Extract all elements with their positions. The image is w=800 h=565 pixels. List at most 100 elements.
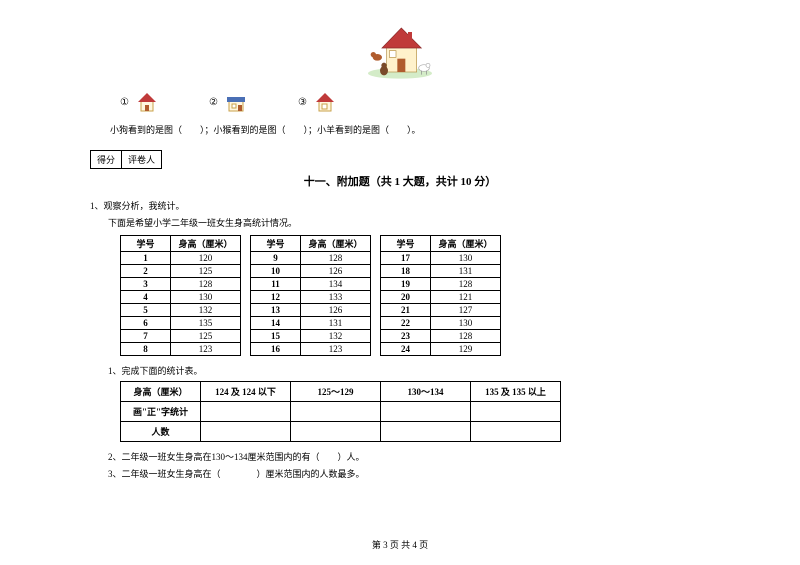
count-cell (381, 422, 471, 442)
id-cell: 3 (121, 278, 171, 291)
section-title: 十一、附加题（共 1 大题，共计 10 分） (90, 173, 710, 189)
id-cell: 11 (251, 278, 301, 291)
score-cell-score: 得分 (90, 150, 122, 169)
id-cell: 10 (251, 265, 301, 278)
id-cell: 21 (381, 304, 431, 317)
summary-col3: 130～134 (381, 382, 471, 402)
id-cell: 19 (381, 278, 431, 291)
height-cell: 132 (171, 304, 241, 317)
height-cell: 134 (301, 278, 371, 291)
tally-cell (201, 402, 291, 422)
height-cell: 123 (171, 343, 241, 356)
height-cell: 135 (171, 317, 241, 330)
house-scene-svg (360, 20, 440, 80)
table-row: 5132 13126 21127 (121, 304, 501, 317)
id-cell: 6 (121, 317, 171, 330)
height-cell: 128 (431, 278, 501, 291)
height-cell: 128 (171, 278, 241, 291)
option-2-label: ② (209, 97, 218, 108)
id-cell: 24 (381, 343, 431, 356)
id-cell: 1 (121, 252, 171, 265)
gap-cell (241, 252, 251, 265)
table-header-row: 学号 身高（厘米） 学号 身高（厘米） 学号 身高（厘米） (121, 236, 501, 252)
table-row: 21251012618131 (121, 265, 501, 278)
height-cell: 131 (431, 265, 501, 278)
gap-cell (241, 304, 251, 317)
gap-cell (241, 291, 251, 304)
option-1-label: ① (120, 97, 129, 108)
summary-row-heights: 身高（厘米） 124 及 124 以下 125～129 130～134 135 … (121, 382, 561, 402)
id-cell: 12 (251, 291, 301, 304)
height-cell: 131 (301, 317, 371, 330)
height-cell: 130 (171, 291, 241, 304)
th-id-1: 学号 (121, 236, 171, 252)
summary-table: 身高（厘米） 124 及 124 以下 125～129 130～134 135 … (120, 381, 561, 442)
id-cell: 14 (251, 317, 301, 330)
gap-cell (371, 317, 381, 330)
summary-row-count: 人数 (121, 422, 561, 442)
id-cell: 15 (251, 330, 301, 343)
option-2: ② (209, 91, 248, 113)
height-cell: 128 (301, 252, 371, 265)
tally-cell (291, 402, 381, 422)
table-row: 1120912817130 (121, 252, 501, 265)
subq-2: 2、二年级一班女生身高在130～134厘米范围内的有（ ）人。 (90, 450, 710, 463)
id-cell: 20 (381, 291, 431, 304)
summary-row2-label: 画"正"字统计 (121, 402, 201, 422)
option-3-label: ③ (298, 97, 307, 108)
summary-col1: 124 及 124 以下 (201, 382, 291, 402)
summary-col2: 125～129 (291, 382, 381, 402)
id-cell: 7 (121, 330, 171, 343)
option-1-icon (135, 91, 159, 113)
height-cell: 120 (171, 252, 241, 265)
id-cell: 5 (121, 304, 171, 317)
summary-row1-label: 身高（厘米） (121, 382, 201, 402)
gap-cell (241, 278, 251, 291)
id-cell: 18 (381, 265, 431, 278)
id-cell: 23 (381, 330, 431, 343)
gap-cell (371, 252, 381, 265)
height-cell: 123 (301, 343, 371, 356)
height-cell: 133 (301, 291, 371, 304)
summary-col4: 135 及 135 以上 (471, 382, 561, 402)
option-2-icon (224, 91, 248, 113)
summary-row3-label: 人数 (121, 422, 201, 442)
subq-3: 3、二年级一班女生身高在（ ）厘米范围内的人数最多。 (90, 467, 710, 480)
th-id-2: 学号 (251, 236, 301, 252)
option-3: ③ (298, 91, 337, 113)
height-data-table: 学号 身高（厘米） 学号 身高（厘米） 学号 身高（厘米） 1120912817… (120, 235, 501, 356)
subq-1: 1、完成下面的统计表。 (90, 364, 710, 377)
count-cell (471, 422, 561, 442)
height-cell: 130 (431, 317, 501, 330)
height-cell: 130 (431, 252, 501, 265)
page-footer: 第 3 页 共 4 页 (0, 538, 800, 551)
gap-cell (371, 291, 381, 304)
height-cell: 125 (171, 330, 241, 343)
gap-cell (371, 265, 381, 278)
gap-cell (241, 330, 251, 343)
q1-number: 1、观察分析，我统计。 (90, 199, 710, 212)
tally-cell (381, 402, 471, 422)
table-row: 6135 14131 22130 (121, 317, 501, 330)
th-id-3: 学号 (381, 236, 431, 252)
height-cell: 126 (301, 265, 371, 278)
id-cell: 13 (251, 304, 301, 317)
gap-cell (371, 278, 381, 291)
height-cell: 132 (301, 330, 371, 343)
table-row: 71251513223128 (121, 330, 501, 343)
scene-illustration (90, 20, 710, 83)
id-cell: 22 (381, 317, 431, 330)
height-cell: 129 (431, 343, 501, 356)
count-cell (291, 422, 381, 442)
gap-cell (241, 317, 251, 330)
height-cell: 121 (431, 291, 501, 304)
height-cell: 125 (171, 265, 241, 278)
id-cell: 16 (251, 343, 301, 356)
th-height-1: 身高（厘米） (171, 236, 241, 252)
id-cell: 17 (381, 252, 431, 265)
height-cell: 127 (431, 304, 501, 317)
height-cell: 126 (301, 304, 371, 317)
view-question-text: 小狗看到的是图（ ）；小猴看到的是图（ ）；小羊看到的是图（ ）。 (90, 123, 710, 136)
table-row: 41301213320121 (121, 291, 501, 304)
q1-text: 下面是希望小学二年级一班女生身高统计情况。 (90, 216, 710, 229)
